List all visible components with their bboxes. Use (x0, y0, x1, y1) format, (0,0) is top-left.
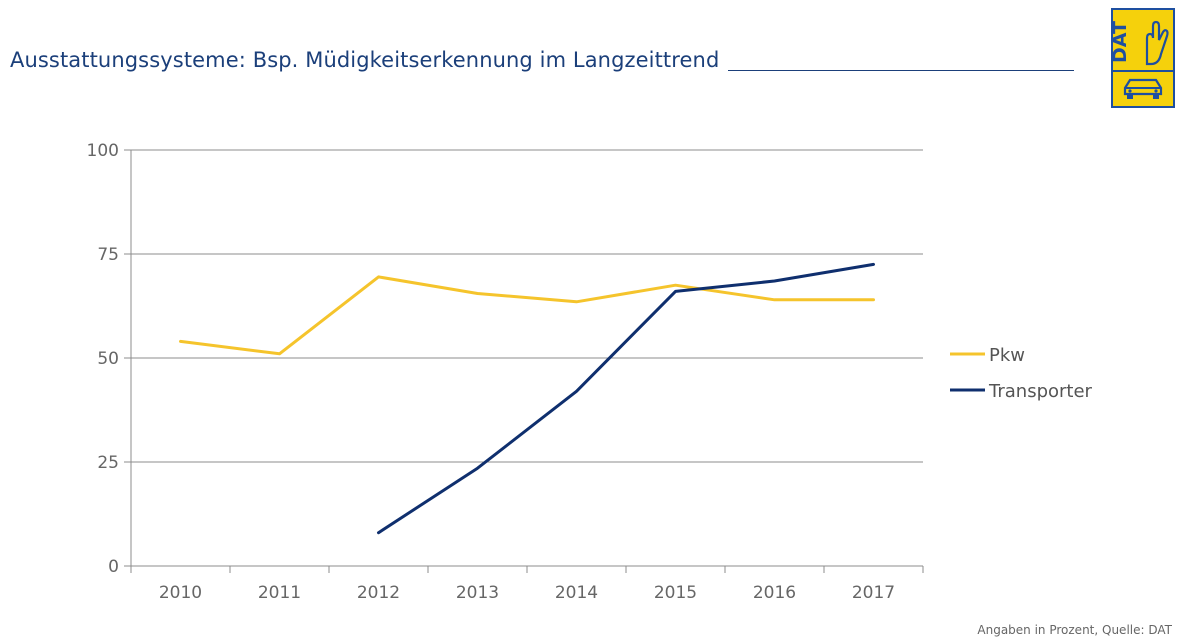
legend-label-transporter: Transporter (988, 381, 1093, 402)
y-tick-label: 50 (97, 349, 119, 369)
x-tick-label: 2014 (555, 583, 598, 603)
legend-label-pkw: Pkw (989, 345, 1025, 366)
series-lines (179, 262, 875, 535)
y-tick-label: 25 (97, 453, 119, 473)
series-line-transporter (377, 262, 875, 535)
y-tick-label: 100 (87, 141, 119, 161)
x-tick-label: 2016 (753, 583, 796, 603)
page-title: Ausstattungssysteme: Bsp. Müdigkeitserke… (10, 48, 720, 72)
y-tick-label: 0 (108, 557, 119, 577)
gridlines (131, 149, 923, 463)
y-tick-label: 75 (97, 245, 119, 265)
title-underline (728, 70, 1074, 71)
y-tick-labels: 0 25 50 75 100 (87, 141, 119, 577)
logo-text: DAT (1111, 21, 1131, 63)
x-tick-label: 2011 (258, 583, 301, 603)
legend: Pkw Transporter (950, 345, 1093, 402)
x-tick-label: 2012 (357, 583, 400, 603)
x-tick-label: 2017 (852, 583, 895, 603)
series-line-pkw (179, 275, 875, 356)
x-tick-labels: 2010 2011 2012 2013 2014 2015 2016 2017 (159, 583, 895, 603)
source-footnote: Angaben in Prozent, Quelle: DAT (977, 623, 1172, 637)
axes (124, 149, 924, 573)
dat-logo: DAT (1111, 8, 1175, 108)
x-tick-label: 2010 (159, 583, 202, 603)
x-tick-label: 2013 (456, 583, 499, 603)
x-tick-label: 2015 (654, 583, 697, 603)
